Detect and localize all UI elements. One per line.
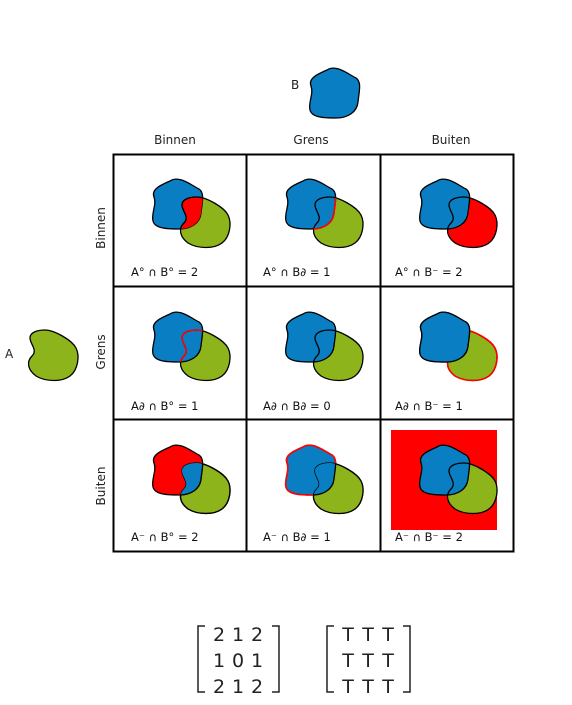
shape-a-label: A [5, 347, 14, 361]
column-header-interior: Binnen [154, 133, 196, 147]
cell-exterior-exterior [391, 430, 498, 530]
boolean-matrix-cell: T [341, 650, 356, 672]
cell-interior-boundary [284, 178, 364, 249]
boolean-matrix-cell: T [381, 650, 396, 672]
numeric-matrix-cell: 2 [213, 676, 227, 698]
cell-caption: A⁻ ∩ B∂ = 1 [263, 530, 331, 544]
boolean-matrix-cell: T [361, 676, 376, 698]
boolean-matrix-cell: T [341, 624, 356, 646]
numeric-matrix-cell: 1 [232, 676, 246, 698]
cell-boundary-boundary [284, 311, 364, 382]
cell-caption: A∂ ∩ B⁻ = 1 [395, 399, 463, 413]
cell-exterior-interior [151, 444, 231, 515]
numeric-matrix-cell: 1 [232, 624, 246, 646]
shape-b [308, 67, 361, 119]
cell-exterior-boundary [284, 444, 364, 515]
boolean-matrix-cell: T [381, 676, 396, 698]
cell-boundary-interior [151, 311, 231, 382]
cell-caption: A° ∩ B° = 2 [131, 265, 198, 279]
cell-caption: A⁻ ∩ B° = 2 [131, 530, 199, 544]
numeric-matrix-cell: 1 [251, 650, 265, 672]
column-header-exterior: Buiten [432, 133, 471, 147]
boolean-matrix: T T T T T T T T T [326, 624, 411, 698]
boolean-matrix-cell: T [341, 676, 356, 698]
cell-caption: A∂ ∩ B° = 1 [131, 399, 198, 413]
matrix-grid [112, 153, 515, 553]
column-header-boundary: Grens [293, 133, 328, 147]
cell-caption: A⁻ ∩ B⁻ = 2 [395, 530, 463, 544]
shape-b [284, 311, 337, 363]
row-header-boundary: Grens [94, 334, 108, 369]
cell-caption: A∂ ∩ B∂ = 0 [263, 399, 331, 413]
shape-a [27, 329, 79, 382]
row-header-exterior: Buiten [94, 467, 108, 506]
cell-caption: A° ∩ B⁻ = 2 [395, 265, 463, 279]
numeric-matrix-cell: 2 [251, 624, 265, 646]
shape-b [418, 444, 471, 496]
numeric-matrix-cell: 2 [251, 676, 265, 698]
boolean-matrix-cell: T [361, 624, 376, 646]
row-header-interior: Binnen [94, 207, 108, 249]
cell-boundary-exterior [418, 311, 498, 382]
cell-interior-exterior [418, 178, 498, 249]
shape-b [284, 178, 337, 230]
shape-b [418, 178, 471, 230]
cell-caption: A° ∩ B∂ = 1 [263, 265, 330, 279]
numeric-matrix-cell: 2 [213, 624, 227, 646]
shape-b-label: B [291, 78, 299, 92]
numeric-matrix: 2 1 2 1 0 1 2 1 2 [197, 624, 280, 698]
boolean-matrix-cell: T [381, 624, 396, 646]
cell-interior-interior [151, 178, 231, 249]
shape-b [151, 311, 204, 363]
numeric-matrix-cell: 1 [213, 650, 227, 672]
numeric-matrix-cell: 0 [232, 650, 246, 672]
boolean-matrix-cell: T [361, 650, 376, 672]
